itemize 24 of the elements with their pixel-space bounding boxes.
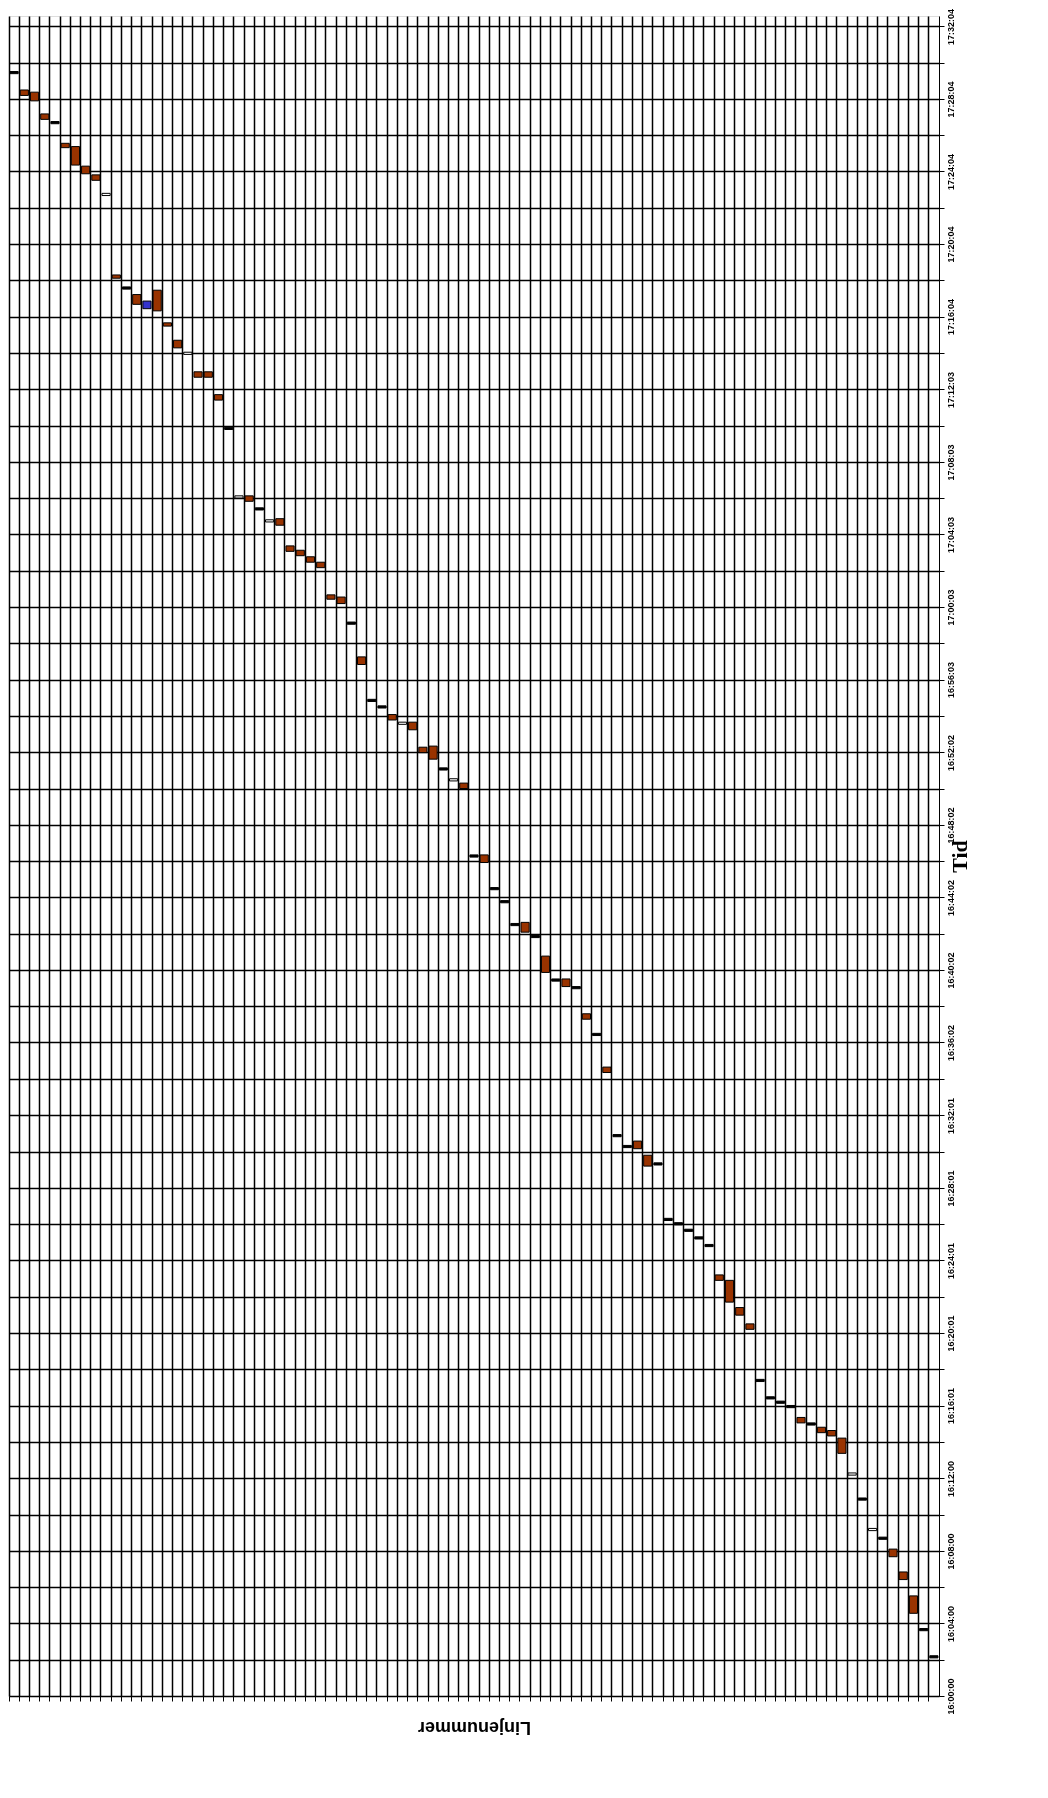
y-tick-label: 17:28:04	[945, 81, 956, 118]
y-tick-label: 16:12:00	[945, 1460, 956, 1497]
y-tick-label: 16:00:00	[945, 1678, 956, 1715]
y-tick-label: 16:04:00	[945, 1605, 956, 1642]
y-tick-label: 16:40:02	[945, 952, 956, 989]
y-tick-label: 17:12:03	[945, 371, 956, 408]
y-tick-label: 16:20:01	[945, 1315, 956, 1352]
y-tick-label: 16:28:01	[945, 1170, 956, 1207]
y-tick-label: 17:24:04	[945, 153, 956, 190]
y-tick-label: 17:16:04	[945, 299, 956, 336]
y-tick-label: 17:08:03	[945, 444, 956, 481]
y-tick-label: 16:36:02	[945, 1024, 956, 1062]
y-tick-label: 17:04:03	[945, 516, 956, 553]
x-axis-title: Linjenummer	[417, 1717, 532, 1738]
y-tick-label: 16:24:01	[945, 1242, 956, 1279]
y-tick-label: 16:08:00	[945, 1533, 956, 1570]
y-tick-label: 16:56:03	[945, 662, 956, 699]
y-tick-label: 16:44:02	[945, 879, 956, 916]
y-tick-label: 16:52:02	[945, 734, 956, 771]
y-tick-label: 17:00:03	[945, 589, 956, 626]
y-tick-label: 16:16:01	[945, 1388, 956, 1425]
y-tick-label: 16:32:01	[945, 1097, 956, 1134]
y-tick-label: 17:20:04	[945, 226, 956, 263]
y-tick-label: 17:32:04	[945, 8, 956, 45]
